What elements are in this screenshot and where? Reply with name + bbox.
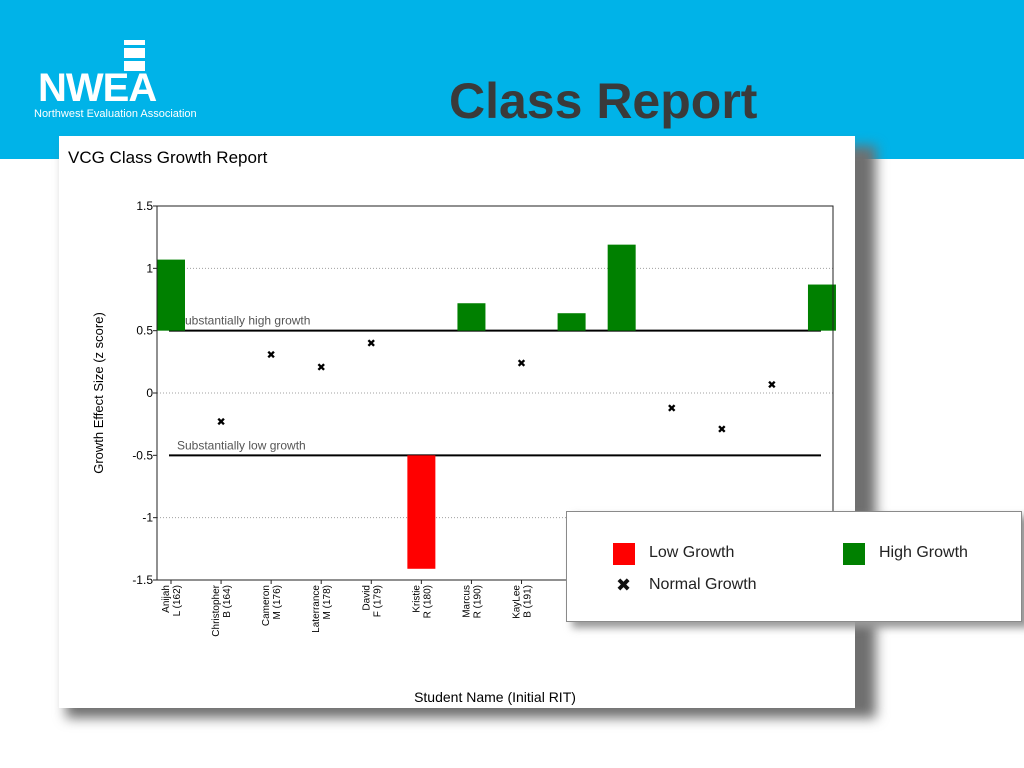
y-tick-label: 1.5 <box>136 199 153 213</box>
x-axis-label: Student Name (Initial RIT) <box>414 689 576 705</box>
normal-growth-marker: ✖ <box>667 403 676 415</box>
x-tick-label: MarcusR (190) <box>461 585 483 618</box>
header-banner <box>0 0 1024 159</box>
x-tick-label: KristieR (180) <box>411 585 433 619</box>
normal-growth-marker: ✖ <box>216 417 225 429</box>
slide-title: Class Report <box>449 73 758 129</box>
x-tick-label: DavidF (179) <box>361 585 383 617</box>
bar-high-growth <box>607 244 636 331</box>
bar-high-growth <box>157 259 185 331</box>
legend-normal-marker-icon: ✖ <box>616 575 632 595</box>
legend-low-label: Low Growth <box>649 544 735 561</box>
nwea-logo <box>30 38 210 128</box>
normal-growth-marker: ✖ <box>267 349 276 361</box>
legend-high-label: High Growth <box>879 544 968 561</box>
reference-line-label: Substantially high growth <box>177 314 310 328</box>
x-tick-label: LaterranceM (178) <box>311 585 333 633</box>
x-tick-label: KayLeeB (191) <box>512 585 534 619</box>
y-axis-label: Growth Effect Size (z score) <box>91 312 106 474</box>
y-tick-label: 1 <box>146 261 153 275</box>
bar-high-growth <box>457 303 486 331</box>
legend-high-swatch <box>843 543 865 565</box>
x-tick-label: ChristopherB (164) <box>211 584 233 636</box>
bar-high-growth <box>807 284 836 331</box>
bar-low-growth <box>407 455 436 569</box>
normal-growth-marker: ✖ <box>767 379 776 391</box>
normal-growth-marker: ✖ <box>517 358 526 370</box>
y-tick-label: 0.5 <box>136 324 153 338</box>
chart-legend: Low Growth High Growth ✖ Normal Growth <box>566 511 1022 622</box>
x-tick-label: AnijahL (162) <box>161 585 183 616</box>
y-tick-label: -0.5 <box>132 448 153 462</box>
logo-text: NWEA <box>38 66 157 110</box>
y-tick-label: -1.5 <box>132 573 153 587</box>
normal-growth-marker: ✖ <box>367 338 376 350</box>
x-tick-label: CameronM (176) <box>261 585 283 626</box>
chart-title: VCG Class Growth Report <box>68 148 268 167</box>
logo-mark-icon <box>124 40 145 71</box>
normal-growth-marker: ✖ <box>717 424 726 436</box>
bar-high-growth <box>557 313 586 331</box>
y-tick-label: 0 <box>146 386 153 400</box>
growth-chart: VCG Class Growth Report Substantially hi… <box>68 148 836 705</box>
logo-subtitle: Northwest Evaluation Association <box>34 108 197 120</box>
reference-line-label: Substantially low growth <box>177 438 306 452</box>
y-tick-label: -1 <box>142 511 153 525</box>
legend-normal-label: Normal Growth <box>649 576 757 593</box>
normal-growth-marker: ✖ <box>317 362 326 374</box>
legend-low-swatch <box>613 543 635 565</box>
